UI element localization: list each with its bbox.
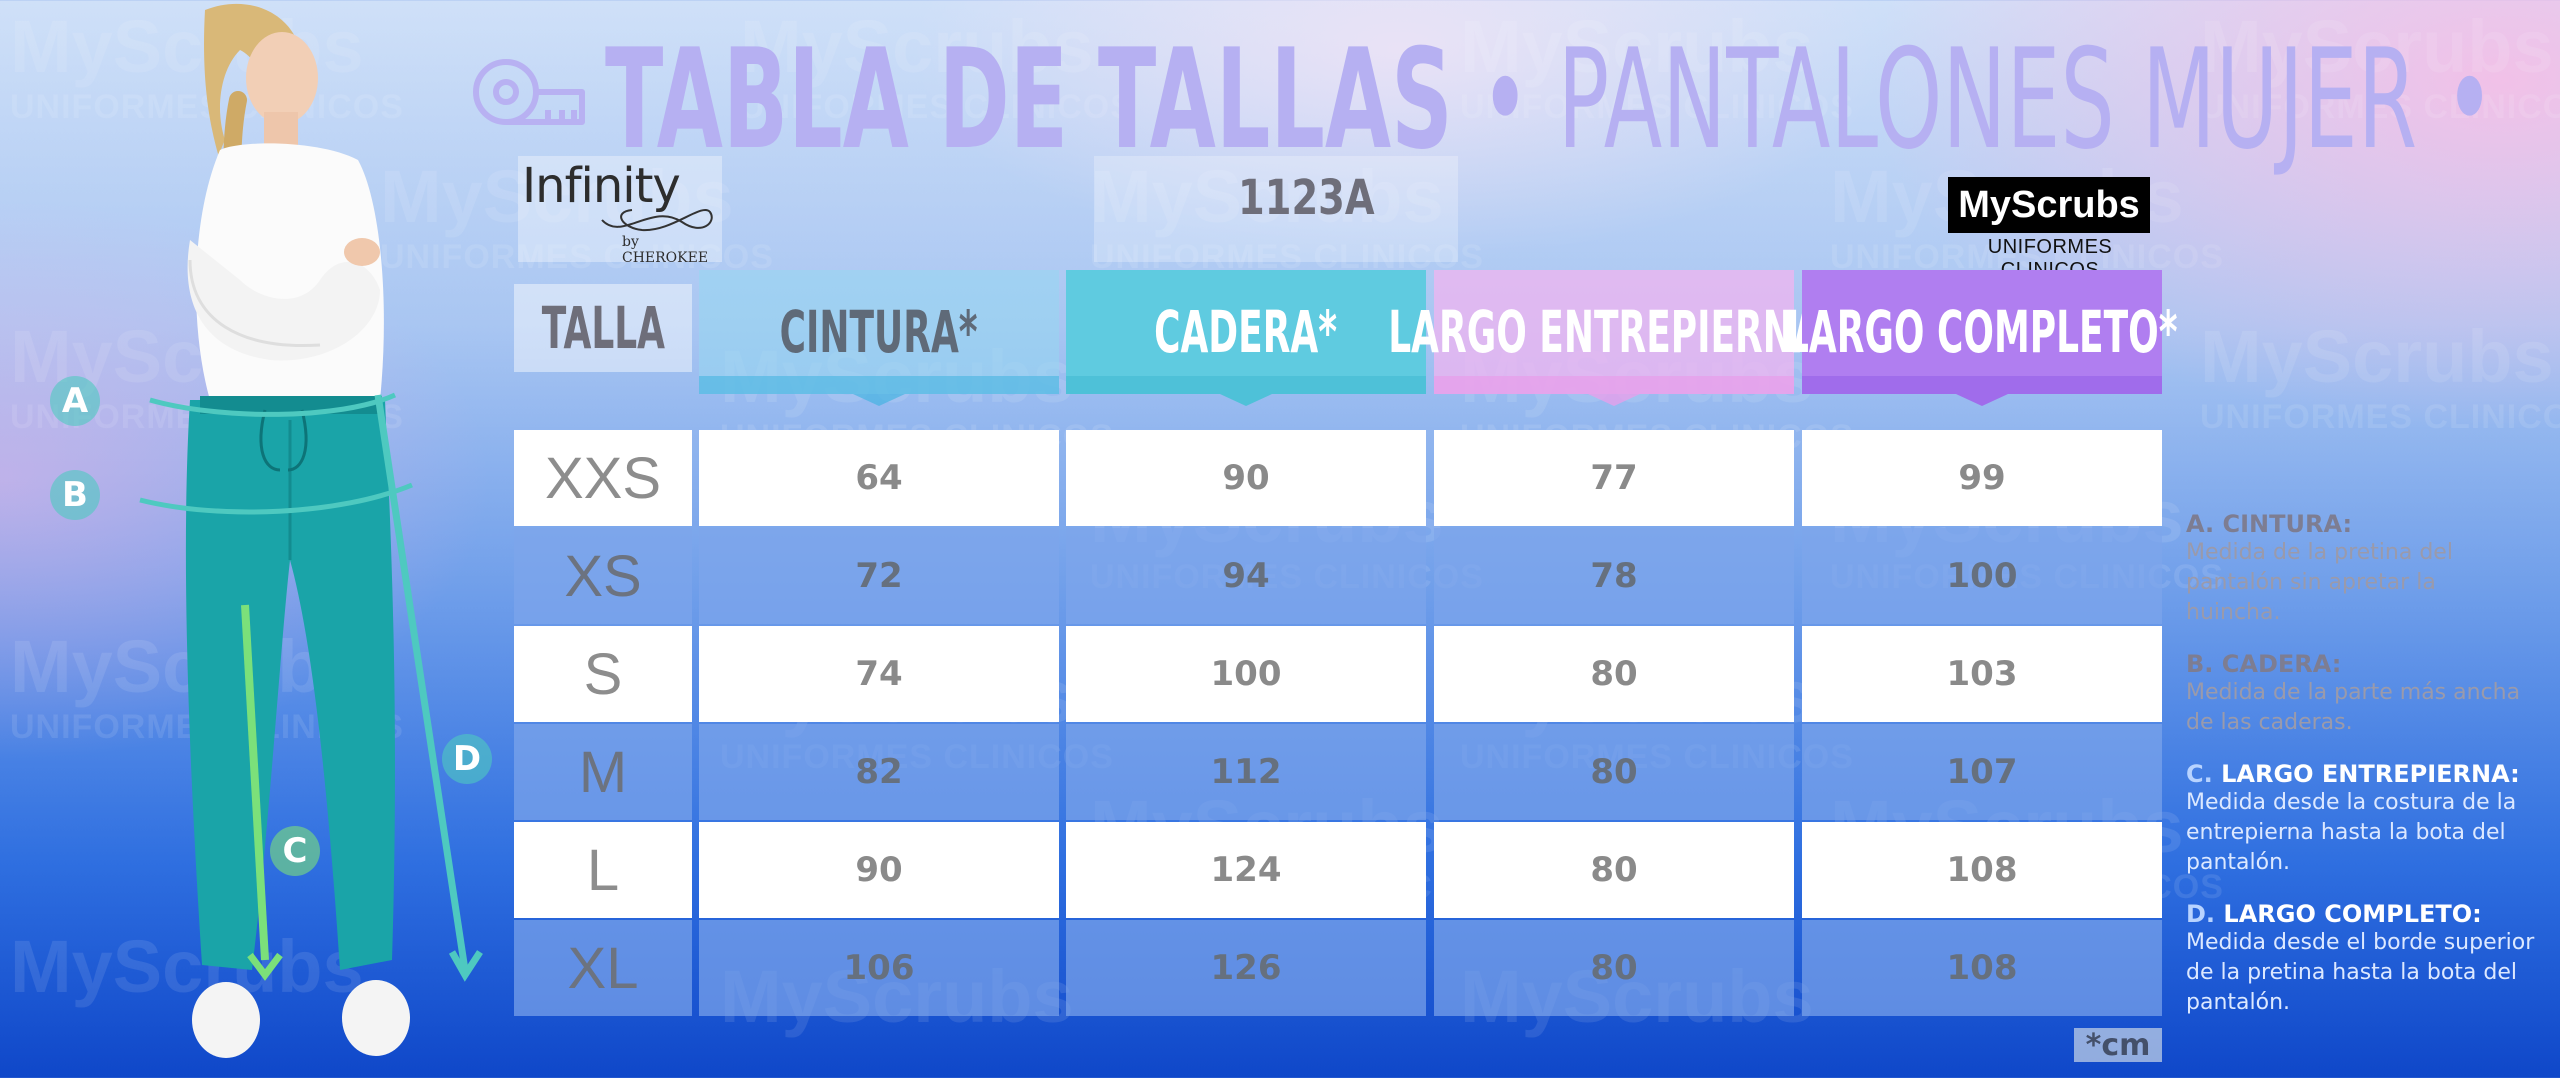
entrepierna-cell: 80 xyxy=(1434,724,1794,820)
size-cell: S xyxy=(514,626,692,722)
infinity-swirl-icon xyxy=(601,209,713,232)
completo-cell: 108 xyxy=(1802,822,2162,918)
col-header-cadera: CADERA* xyxy=(1066,270,1426,394)
legend-letter: C. xyxy=(2186,760,2213,788)
infinity-logo-sub: by CHEROKEE xyxy=(622,234,709,266)
completo-cell: 103 xyxy=(1802,626,2162,722)
cintura-cell: 72 xyxy=(699,528,1059,624)
entrepierna-cell: 80 xyxy=(1434,626,1794,722)
brand-box xyxy=(518,156,722,262)
col-header-cintura: CINTURA* xyxy=(699,270,1059,394)
myscrubs-logo: MyScrubs xyxy=(1948,177,2150,233)
marker-b: B xyxy=(50,470,100,520)
size-cell: M xyxy=(514,724,692,820)
cintura-cell: 82 xyxy=(699,724,1059,820)
watermark: MyScrubs xyxy=(10,925,364,1008)
completo-cell: 100 xyxy=(1802,528,2162,624)
infinity-logo: Infinity by CHEROKEE xyxy=(522,158,722,266)
cintura-cell: 74 xyxy=(699,626,1059,722)
legend-text: Medida de la parte más ancha de las cade… xyxy=(2186,680,2521,735)
cintura-cell: 64 xyxy=(699,430,1059,526)
legend-letter: D. xyxy=(2186,900,2216,928)
model-box xyxy=(1094,156,1458,262)
col-header-talla: TALLA xyxy=(514,284,692,372)
unit-note: *cm xyxy=(2074,1028,2162,1063)
size-cell: XS xyxy=(514,528,692,624)
title-rest: • PANTALONES MUJER • xyxy=(1452,19,2495,180)
marker-c: C xyxy=(270,826,320,876)
myscrubs-logo-text: MyScrubs xyxy=(1958,183,2140,226)
measurement-legend: A. CINTURA: Medida de la pretina del pan… xyxy=(2186,510,2536,1040)
legend-item: A. CINTURA: Medida de la pretina del pan… xyxy=(2186,510,2536,628)
title-bold: TABLA DE TALLAS xyxy=(605,19,1453,180)
entrepierna-cell: 77 xyxy=(1434,430,1794,526)
size-cell: XL xyxy=(514,920,692,1016)
legend-item: B. CADERA: Medida de la parte más ancha … xyxy=(2186,650,2536,738)
legend-letter: A. xyxy=(2186,510,2215,538)
infinity-logo-text: Infinity xyxy=(522,158,681,214)
measuring-tape-icon xyxy=(473,59,585,125)
cintura-cell: 106 xyxy=(699,920,1059,1016)
entrepierna-cell: 78 xyxy=(1434,528,1794,624)
legend-item: D. LARGO COMPLETO: Medida desde el borde… xyxy=(2186,900,2536,1018)
marker-d: D xyxy=(442,734,492,784)
legend-text: Medida desde la costura de la entrepiern… xyxy=(2186,790,2517,875)
cintura-cell: 90 xyxy=(699,822,1059,918)
completo-cell: 108 xyxy=(1802,920,2162,1016)
cadera-cell: 100 xyxy=(1066,626,1426,722)
entrepierna-cell: 80 xyxy=(1434,920,1794,1016)
legend-title: CADERA: xyxy=(2221,650,2342,678)
page-title: TABLA DE TALLAS • PANTALONES MUJER • xyxy=(605,20,2495,180)
col-header-largo-entrepierna: LARGO ENTREPIERNA* xyxy=(1388,270,1840,394)
legend-letter: B. xyxy=(2186,650,2214,678)
size-cell: XXS xyxy=(514,430,692,526)
cadera-cell: 90 xyxy=(1066,430,1426,526)
col-header-largo-completo: LARGO COMPLETO* xyxy=(1786,270,2178,394)
size-cell: L xyxy=(514,822,692,918)
entrepierna-cell: 80 xyxy=(1434,822,1794,918)
cadera-cell: 126 xyxy=(1066,920,1426,1016)
legend-text: Medida de la pretina del pantalón sin ap… xyxy=(2186,540,2453,625)
marker-a: A xyxy=(50,376,100,426)
cadera-cell: 94 xyxy=(1066,528,1426,624)
completo-cell: 99 xyxy=(1802,430,2162,526)
cadera-cell: 112 xyxy=(1066,724,1426,820)
legend-title: LARGO COMPLETO: xyxy=(2223,900,2482,928)
legend-text: Medida desde el borde superior de la pre… xyxy=(2186,930,2535,1015)
legend-item: C. LARGO ENTREPIERNA: Medida desde la co… xyxy=(2186,760,2536,878)
model-code: 1123A xyxy=(1238,170,1375,226)
model-figure-illustration xyxy=(139,3,483,1058)
completo-cell: 107 xyxy=(1802,724,2162,820)
legend-title: CINTURA: xyxy=(2222,510,2353,538)
cadera-cell: 124 xyxy=(1066,822,1426,918)
legend-title: LARGO ENTREPIERNA: xyxy=(2221,760,2520,788)
